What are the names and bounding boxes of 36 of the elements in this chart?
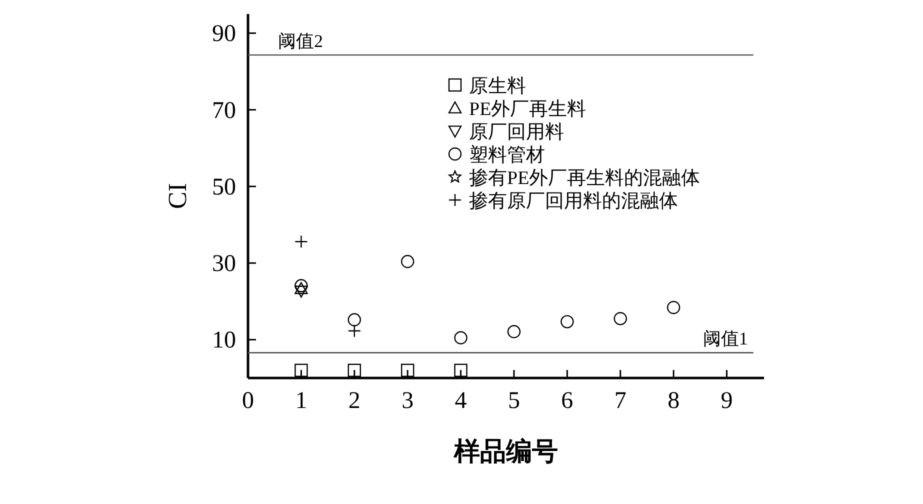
x-axis-title: 样品编号	[453, 437, 558, 466]
x-tick-label: 4	[454, 388, 467, 414]
x-tick-label: 8	[668, 388, 680, 414]
point	[348, 364, 361, 377]
x-tick-label: 1	[295, 388, 308, 414]
x-tick-label: 2	[348, 388, 360, 414]
point	[666, 300, 680, 314]
x-tick-label: 5	[508, 388, 520, 414]
x-tick-label: 0	[242, 388, 254, 414]
ref-line-label: 阈值1	[702, 328, 748, 349]
point	[348, 313, 361, 326]
ref-line-label: 阈值2	[278, 31, 323, 51]
point	[614, 312, 627, 326]
y-tick-label: 10	[212, 328, 236, 354]
point	[454, 331, 468, 344]
point	[560, 315, 574, 328]
point	[507, 325, 521, 338]
legend-label: 塑料管材	[469, 144, 545, 166]
legend-label: 原生料	[469, 76, 526, 97]
point	[294, 364, 308, 377]
y-axis-title: CI	[163, 183, 192, 209]
x-tick-label: 3	[402, 388, 414, 414]
x-tick-label: 7	[614, 388, 626, 414]
point	[454, 364, 468, 377]
y-tick-label: 90	[212, 21, 236, 48]
legend-label: 原厂回用料	[469, 122, 564, 143]
point	[400, 254, 414, 268]
y-tick-label: 30	[212, 251, 236, 278]
legend-label: 掺有PE外厂再生料的混融体	[469, 168, 700, 189]
y-tick-label: 50	[212, 174, 236, 200]
legend-label: 掺有原厂回用料的混融体	[469, 191, 678, 212]
point	[400, 364, 414, 377]
x-tick-label: 9	[720, 388, 733, 414]
legend-label: PE外厂再生料	[469, 99, 586, 120]
y-tick-label: 70	[212, 98, 236, 124]
x-tick-label: 6	[561, 388, 574, 414]
